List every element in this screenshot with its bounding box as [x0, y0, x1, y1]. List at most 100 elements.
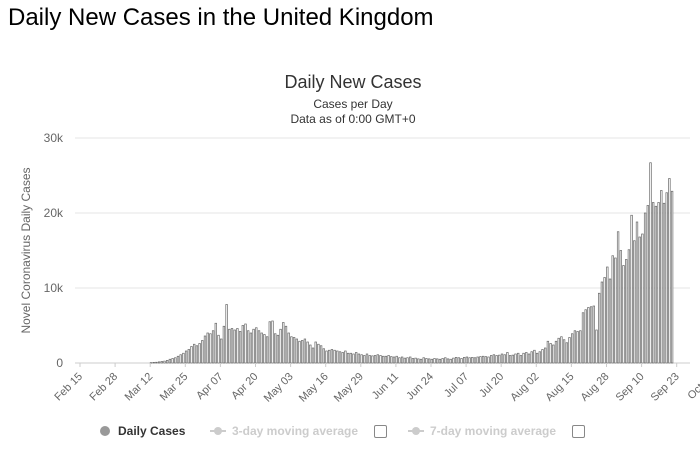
bar[interactable]: [554, 340, 558, 364]
bar[interactable]: [471, 357, 474, 364]
bar[interactable]: [193, 343, 196, 364]
bar[interactable]: [616, 231, 620, 364]
bar[interactable]: [641, 233, 644, 364]
bar[interactable]: [549, 343, 552, 364]
bar[interactable]: [430, 358, 433, 364]
bar[interactable]: [579, 330, 582, 364]
bar[interactable]: [608, 278, 612, 364]
bar[interactable]: [333, 349, 336, 364]
bar[interactable]: [649, 162, 652, 364]
bar[interactable]: [284, 325, 288, 364]
bar[interactable]: [301, 340, 304, 364]
bar[interactable]: [511, 354, 514, 364]
bar[interactable]: [157, 361, 161, 364]
bar[interactable]: [282, 322, 285, 364]
bar[interactable]: [657, 202, 660, 364]
bar[interactable]: [660, 190, 663, 364]
bar[interactable]: [265, 336, 269, 364]
bar[interactable]: [276, 334, 280, 364]
bar[interactable]: [184, 350, 188, 364]
bar[interactable]: [309, 344, 312, 364]
bar[interactable]: [201, 340, 204, 364]
bar[interactable]: [279, 328, 282, 364]
bar[interactable]: [662, 202, 666, 364]
bar[interactable]: [149, 362, 153, 364]
bar[interactable]: [319, 345, 323, 364]
bar[interactable]: [182, 352, 185, 364]
bar[interactable]: [263, 334, 266, 364]
bar[interactable]: [643, 212, 647, 364]
bar[interactable]: [525, 352, 528, 364]
bar[interactable]: [298, 340, 301, 364]
bar[interactable]: [330, 349, 334, 364]
bar[interactable]: [244, 323, 247, 364]
bar[interactable]: [514, 353, 517, 364]
bar[interactable]: [444, 357, 447, 364]
bar[interactable]: [603, 277, 606, 364]
bar[interactable]: [449, 358, 452, 364]
bar[interactable]: [368, 355, 371, 364]
bar[interactable]: [238, 331, 242, 364]
bar[interactable]: [346, 352, 350, 364]
bar[interactable]: [211, 330, 215, 364]
3-day-average-checkbox[interactable]: [374, 424, 388, 438]
bar[interactable]: [409, 356, 412, 364]
bar[interactable]: [463, 357, 466, 364]
bar[interactable]: [306, 341, 309, 364]
bar[interactable]: [479, 356, 482, 364]
bar[interactable]: [468, 357, 471, 364]
bar[interactable]: [473, 357, 477, 364]
bar[interactable]: [433, 358, 436, 364]
bar[interactable]: [176, 355, 180, 364]
bar[interactable]: [179, 354, 182, 364]
bar[interactable]: [425, 358, 428, 364]
bar[interactable]: [260, 332, 263, 364]
bar[interactable]: [292, 337, 296, 364]
bar[interactable]: [652, 202, 655, 364]
bar[interactable]: [203, 335, 207, 364]
bar[interactable]: [384, 355, 388, 364]
bar[interactable]: [436, 358, 439, 364]
bar[interactable]: [236, 328, 239, 364]
bar[interactable]: [249, 332, 253, 364]
bar[interactable]: [206, 332, 209, 364]
bar[interactable]: [560, 336, 563, 364]
bar[interactable]: [419, 358, 423, 364]
bar[interactable]: [392, 356, 396, 364]
bar[interactable]: [360, 354, 363, 364]
bar[interactable]: [355, 352, 358, 364]
bar[interactable]: [438, 358, 442, 364]
bar[interactable]: [168, 358, 172, 364]
bar[interactable]: [633, 240, 636, 364]
bar[interactable]: [500, 353, 504, 364]
bar[interactable]: [503, 354, 506, 364]
bar[interactable]: [571, 333, 574, 364]
bar[interactable]: [255, 327, 258, 364]
bar[interactable]: [519, 355, 523, 364]
bar[interactable]: [344, 350, 347, 364]
bar[interactable]: [233, 329, 236, 364]
bar[interactable]: [400, 356, 404, 364]
bar[interactable]: [338, 351, 342, 364]
bar[interactable]: [557, 337, 560, 364]
bar[interactable]: [287, 332, 290, 364]
bar[interactable]: [252, 328, 255, 364]
bar[interactable]: [414, 357, 417, 364]
7-day-average-checkbox[interactable]: [572, 424, 586, 438]
bar[interactable]: [589, 306, 593, 364]
bar[interactable]: [311, 347, 315, 364]
bar[interactable]: [403, 357, 406, 364]
bar[interactable]: [387, 355, 390, 364]
bar[interactable]: [225, 304, 228, 364]
legend-daily-cases[interactable]: Daily Cases: [100, 424, 185, 438]
bar[interactable]: [228, 328, 231, 364]
bar[interactable]: [363, 355, 366, 364]
bar[interactable]: [336, 350, 339, 364]
bar[interactable]: [325, 350, 328, 364]
bar[interactable]: [498, 354, 501, 364]
bar[interactable]: [581, 312, 585, 364]
bar[interactable]: [349, 352, 352, 364]
bar[interactable]: [495, 355, 498, 364]
bar[interactable]: [522, 352, 525, 364]
bar[interactable]: [587, 307, 590, 364]
